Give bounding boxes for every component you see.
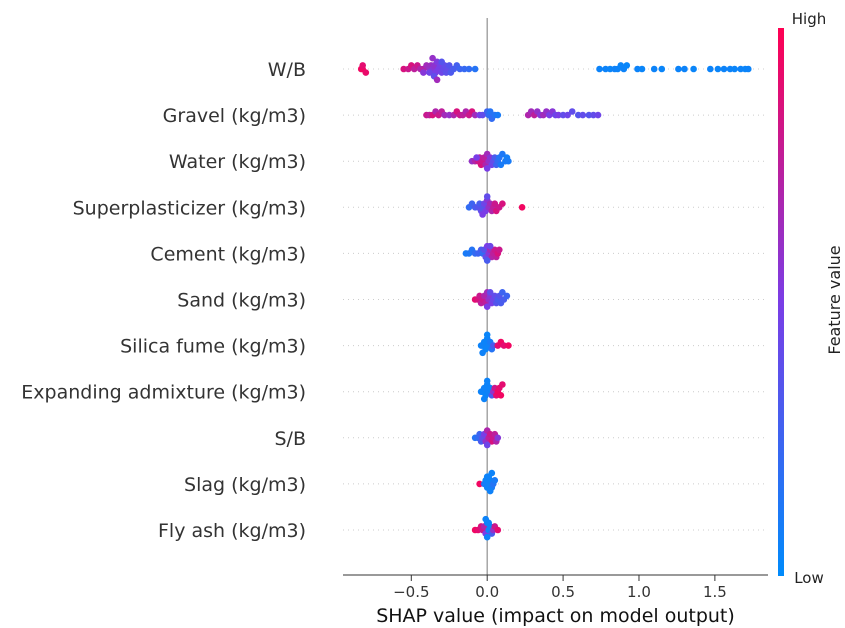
shap-point [461,65,468,73]
shap-point [681,65,688,73]
shap-point [486,108,494,115]
feature-label: S/B [275,428,307,450]
shap-point [731,65,738,73]
x-axis: −0.5 0.0 0.5 1.0 1.5 [343,574,768,601]
x-axis-title: SHAP value (impact on model output) [376,605,735,627]
colorbar: High Low Feature value [778,10,844,587]
shap-point [555,111,562,119]
colorbar-title: Feature value [825,245,844,354]
shap-point [496,246,503,254]
shap-point [479,349,486,357]
x-tick-label: 1.5 [703,583,727,601]
shap-point [503,292,511,300]
shap-point [720,65,728,73]
feature-label: Cement (kg/m3) [150,243,306,265]
shap-point [494,434,502,442]
shap-point [594,111,602,119]
shap-point [568,108,576,115]
shap-point [486,487,494,495]
shap-point [362,69,370,76]
shap-point [707,65,714,73]
shap-point [482,515,490,523]
colorbar-high-label: High [792,10,826,28]
feature-label: Expanding admixture (kg/m3) [21,382,306,404]
shap-point [483,303,491,311]
shap-points [357,54,752,541]
x-tick-label: 0.0 [475,583,499,601]
shap-point [505,342,512,349]
shap-point [483,441,491,449]
shap-point [483,331,491,339]
shap-point [480,395,488,403]
x-tick-label: 0.5 [551,583,575,601]
shap-point [471,65,479,73]
shap-point [579,111,587,119]
shap-point [465,65,473,73]
shap-point [745,65,752,73]
shap-point [491,200,499,207]
feature-label: Water (kg/m3) [169,151,306,173]
shap-point [486,242,494,250]
feature-label: Silica fume (kg/m3) [120,336,306,358]
colorbar-gradient [778,28,784,576]
shap-point [690,65,697,73]
shap-point [596,65,603,73]
shap-point [476,480,483,488]
shap-point [420,69,427,76]
feature-label: Fly ash (kg/m3) [158,520,306,542]
feature-labels: W/B Gravel (kg/m3) Water (kg/m3) Superplast… [21,59,306,542]
shap-point [491,477,499,484]
shap-point [714,65,722,73]
shap-point [650,65,658,73]
shap-point [638,65,646,73]
shap-point [479,211,486,218]
shap-point [499,150,506,158]
shap-point [483,193,491,200]
shap-point [606,65,614,73]
shap-point [499,200,506,207]
shap-point [483,377,491,385]
shap-point [518,204,526,211]
shap-point [623,62,631,69]
shap-point [483,533,491,541]
shap-point [426,69,433,76]
shap-point [483,165,491,172]
shap-point [433,76,441,84]
shap-point [446,62,453,69]
shap-point [564,111,571,119]
shap-point [494,526,502,534]
shap-point [359,62,367,69]
shap-point [658,65,666,73]
shap-point [441,111,449,119]
feature-label: Gravel (kg/m3) [163,105,306,127]
feature-label: W/B [268,59,306,81]
shap-point [499,289,506,296]
shap-point [590,111,597,119]
x-tick-label: 1.0 [627,583,651,601]
shap-point [505,157,512,165]
shap-point [486,289,494,296]
shap-point [400,65,408,73]
feature-label: Slag (kg/m3) [184,474,306,496]
shap-point [429,54,436,62]
shap-point [473,154,480,161]
shap-point [438,58,446,66]
shap-point [499,381,506,388]
shap-point [494,111,502,119]
shap-point [483,257,491,264]
x-tick-label: −0.5 [393,583,429,601]
shap-point [497,161,505,169]
row-gridlines [343,68,768,531]
colorbar-low-label: Low [794,569,824,587]
shap-point [675,65,682,73]
shap-point [479,111,486,119]
feature-label: Superplasticizer (kg/m3) [73,197,306,219]
shap-point [488,469,496,477]
feature-label: Sand (kg/m3) [177,290,306,312]
shap-point [497,392,505,399]
